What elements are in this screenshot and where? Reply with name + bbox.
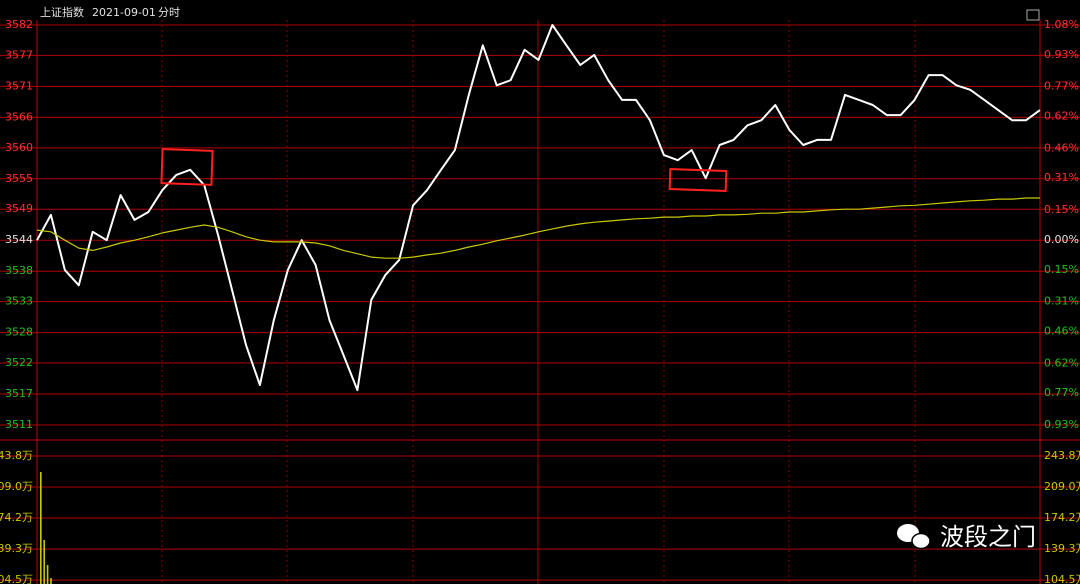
window-icon[interactable] [1026,9,1040,21]
y-tick-label: 3544 [5,233,33,246]
y-tick-label: 104.5万 [0,573,33,584]
y2-tick-label: 0.00% [1044,233,1079,246]
y2-tick-label: 0.77% [1044,386,1079,399]
volume-bar [40,472,42,584]
y2-tick-label: 0.77% [1044,80,1079,93]
y2-tick-label: 0.15% [1044,263,1079,276]
y-tick-label: 3560 [5,141,33,154]
y-tick-label: 3522 [5,356,33,369]
y2-tick-label: 174.2万 [1044,511,1080,524]
watermark-text: 波段之门 [940,523,1036,551]
chart-date: 2021-09-01 [92,6,156,19]
highlight-box [668,167,728,193]
y-tick-label: 174.2万 [0,511,33,524]
watermark: 波段之门 [897,523,1036,551]
highlight-box [160,148,214,186]
y-tick-label: 139.3万 [0,542,33,555]
y-tick-label: 3555 [5,172,33,185]
y2-tick-label: 0.62% [1044,110,1079,123]
y2-tick-label: 0.46% [1044,141,1079,154]
y-tick-label: 3528 [5,326,33,339]
price-line [36,197,1040,259]
y2-tick-label: 104.5万 [1044,573,1080,584]
y2-tick-label: 0.31% [1044,295,1079,308]
chart-mode: 分时 [158,6,180,19]
volume-bar [43,540,45,584]
chart-title: 上证指数 [40,5,84,19]
y-tick-label: 243.8万 [0,449,33,462]
y-tick-label: 3517 [5,387,33,400]
y2-tick-label: 0.62% [1044,356,1079,369]
y2-tick-label: 0.15% [1044,203,1079,216]
y2-tick-label: 139.3万 [1044,542,1080,555]
y-tick-label: 3538 [5,264,33,277]
y-tick-label: 209.0万 [0,480,33,493]
y-tick-label: 3582 [5,18,33,31]
y2-tick-label: 0.46% [1044,324,1079,337]
y-tick-label: 3549 [5,202,33,215]
y-tick-label: 3577 [5,48,33,61]
y2-tick-label: 243.8万 [1044,449,1080,462]
volume-bar [50,578,52,584]
y-tick-label: 3533 [5,295,33,308]
y2-tick-label: 209.0万 [1044,480,1080,493]
volume-bar [46,565,49,584]
y2-tick-label: 1.08% [1044,18,1079,31]
y-tick-label: 3566 [5,110,33,123]
y2-tick-label: 0.93% [1044,48,1079,61]
y-tick-label: 3511 [5,418,33,431]
y2-tick-label: 0.93% [1044,418,1079,431]
vertical-grid [161,20,916,584]
y2-tick-label: 0.31% [1044,171,1079,184]
y-tick-label: 3571 [5,79,33,92]
